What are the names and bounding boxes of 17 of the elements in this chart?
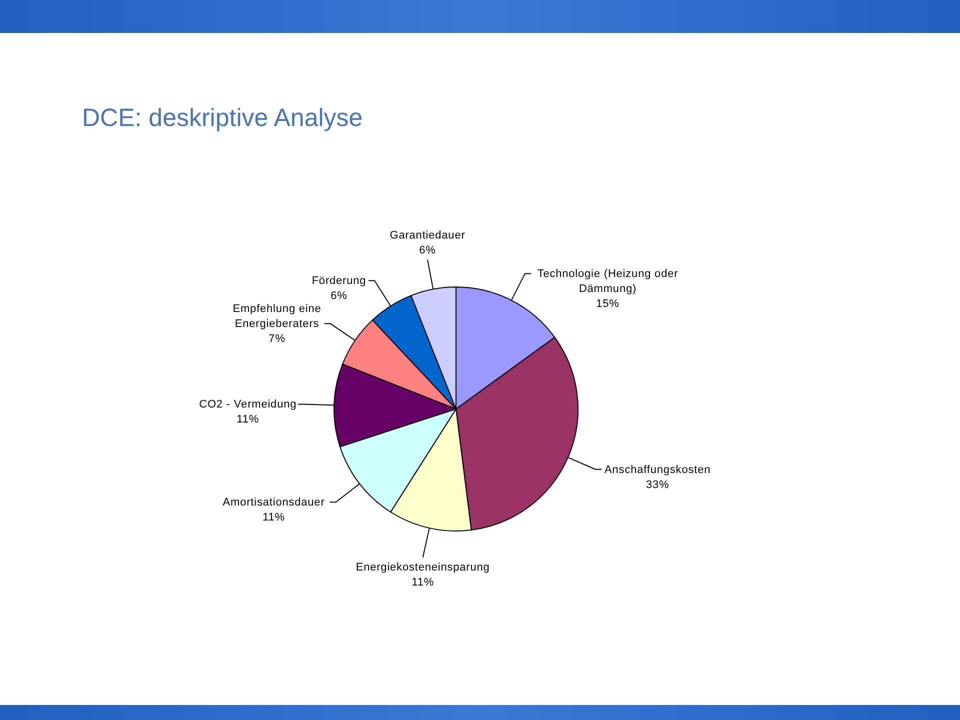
data-label: 11% — [236, 414, 260, 426]
chart-title: DCE: deskriptive Analyse — [82, 103, 363, 133]
data-label: 7% — [268, 333, 286, 346]
data-label: 11% — [262, 512, 285, 524]
slice-label: Empfehlung eine Energieberaters — [232, 303, 322, 330]
data-label: 15% — [596, 298, 620, 310]
slice-label: Amortisationsdauer — [222, 496, 325, 509]
slice-label: Energiekosteneinsparung — [356, 561, 490, 574]
slice-label: Anschaffungskosten — [604, 464, 711, 476]
slice-label: Garantiedauer — [390, 230, 466, 242]
slice-label: Förderung — [312, 275, 366, 288]
data-label: 6% — [330, 290, 348, 302]
slice-label: CO2 - Vermeidung — [199, 398, 297, 411]
data-label: 6% — [419, 244, 436, 257]
slice-label: Technologie (Heizung oder Dämmung) — [537, 268, 678, 296]
data-label: 11% — [412, 576, 434, 588]
data-label: 33% — [646, 478, 670, 491]
